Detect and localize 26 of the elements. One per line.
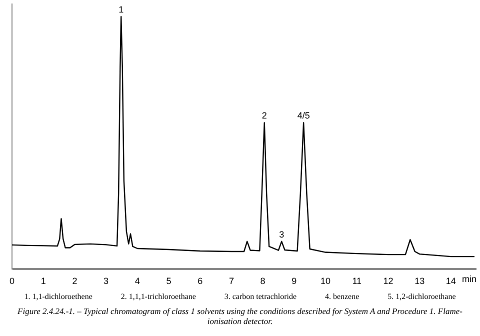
x-tick-label: 4 — [134, 276, 140, 286]
annotation: 3 — [279, 229, 284, 240]
annotation: 4/5 — [297, 110, 310, 121]
x-tick-label: 10 — [320, 276, 331, 286]
annotation: 1 — [118, 4, 124, 15]
text: Figure 2.4.24.-1. – Typical chromatogram of class 1 solvents using the conditions described for System A and Procedure 1. Flame-ionisation detector. — [16, 305, 464, 327]
annotation: 2 — [262, 110, 267, 121]
x-tick-label: 14 — [446, 276, 456, 286]
x-tick-label: 8 — [260, 276, 266, 286]
x-tick-label: 11 — [352, 276, 362, 286]
x-tick-label: 6 — [198, 276, 203, 286]
x-tick-label: 12 — [383, 276, 394, 286]
text: 3. carbon tetrachloride — [224, 292, 297, 301]
x-tick-label: 13 — [414, 276, 425, 286]
text: 4. benzene — [324, 292, 360, 301]
text: 5. 1,2-dichloroethane — [388, 292, 456, 301]
x-tick-label: 5 — [166, 276, 172, 286]
x-tick-label: 0 — [9, 276, 15, 286]
x-tick-label: 2 — [72, 276, 78, 286]
x-tick-label: 3 — [104, 276, 109, 286]
x-tick-label: 7 — [228, 276, 234, 286]
text: 2. 1,1,1-trichloroethane — [120, 292, 196, 301]
x-axis-title: min — [462, 274, 477, 284]
x-tick-label: 1 — [40, 276, 46, 286]
x-tick-label: 9 — [292, 276, 297, 286]
text: 1. 1,1-dichloroethene — [24, 292, 92, 301]
